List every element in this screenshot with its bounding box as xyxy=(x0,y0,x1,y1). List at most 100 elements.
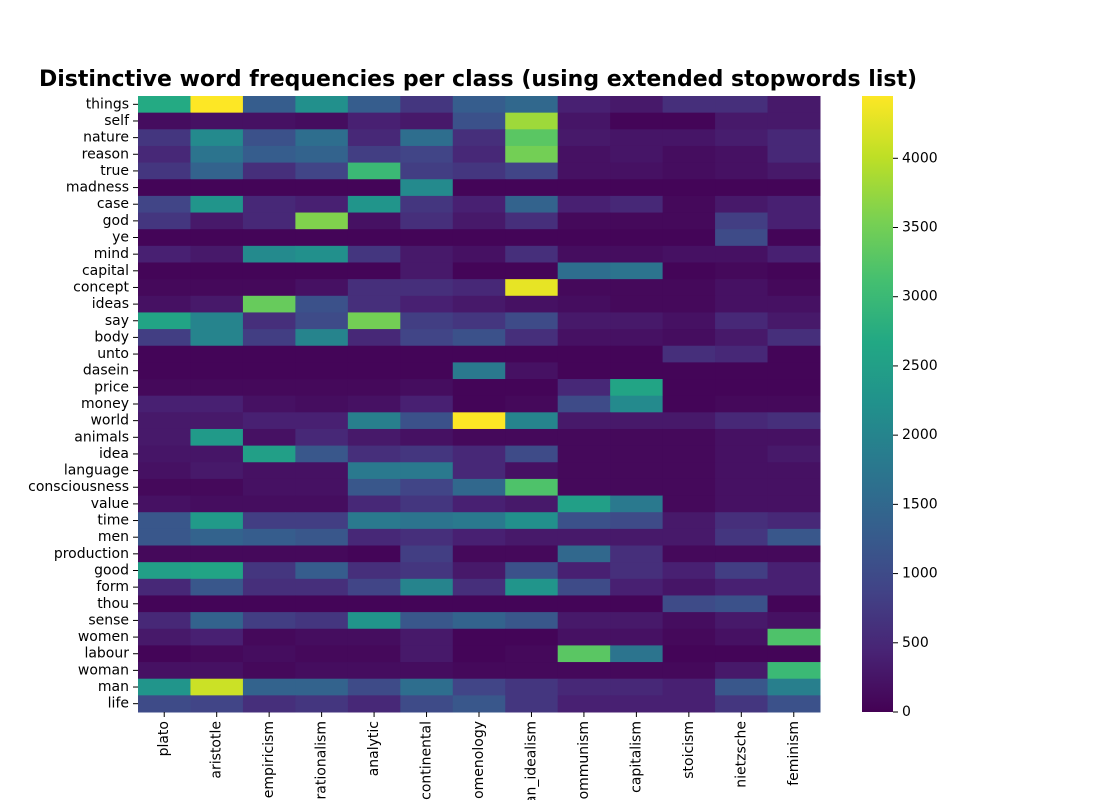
heatmap-cell xyxy=(715,162,769,180)
heatmap-cell xyxy=(295,562,349,580)
heatmap-cell xyxy=(662,179,716,197)
heatmap-cell xyxy=(505,478,559,497)
heatmap-cell xyxy=(557,428,611,447)
heatmap-cell xyxy=(190,362,244,380)
heatmap-cell xyxy=(767,612,821,630)
heatmap-cell xyxy=(138,379,191,397)
heatmap-cell xyxy=(347,645,401,663)
heatmap-cell xyxy=(452,678,506,696)
y-tick-label: money xyxy=(81,396,129,412)
heatmap-cell xyxy=(138,612,191,630)
heatmap-cell xyxy=(610,595,664,613)
heatmap-cell xyxy=(767,428,821,447)
heatmap-cell xyxy=(557,262,611,280)
x-tick-label: aristotle xyxy=(209,721,225,779)
heatmap-cell xyxy=(452,212,506,230)
heatmap-cell xyxy=(452,179,506,197)
heatmap-cell xyxy=(767,412,821,430)
heatmap-cell xyxy=(347,129,401,147)
heatmap-cell xyxy=(138,162,191,180)
heatmap-cell xyxy=(242,395,296,413)
heatmap-cell xyxy=(242,695,296,713)
heatmap-cell xyxy=(767,145,821,164)
heatmap-cell xyxy=(610,478,664,497)
heatmap-cell xyxy=(452,395,506,413)
heatmap-cell xyxy=(242,245,296,263)
heatmap-cell xyxy=(557,495,611,513)
heatmap-cell xyxy=(400,112,454,130)
heatmap-cell xyxy=(242,612,296,630)
heatmap-cell xyxy=(190,262,244,280)
heatmap-cell xyxy=(715,96,769,114)
heatmap-cell xyxy=(138,528,191,547)
colorbar-tick-label: 3000 xyxy=(902,289,938,305)
heatmap-cell xyxy=(400,695,454,713)
heatmap-cell xyxy=(138,445,191,463)
heatmap-cell xyxy=(715,129,769,147)
heatmap-cell xyxy=(452,495,506,513)
heatmap-cell xyxy=(295,329,349,347)
heatmap-cell xyxy=(347,312,401,330)
heatmap-cell xyxy=(452,312,506,330)
heatmap-cell xyxy=(347,445,401,463)
heatmap-cell xyxy=(138,345,191,363)
heatmap-cell xyxy=(715,462,769,480)
heatmap-cell xyxy=(505,612,559,630)
heatmap-cell xyxy=(767,678,821,696)
heatmap-cell xyxy=(610,428,664,447)
heatmap-cell xyxy=(190,145,244,164)
heatmap-cell xyxy=(610,262,664,280)
heatmap-cell xyxy=(347,229,401,247)
heatmap-cell xyxy=(662,245,716,263)
heatmap-cell xyxy=(347,96,401,114)
heatmap-cell xyxy=(767,162,821,180)
heatmap-cell xyxy=(190,662,244,680)
heatmap-cell xyxy=(767,295,821,313)
heatmap-cell xyxy=(347,528,401,547)
y-tick-label: labour xyxy=(84,646,129,662)
x-tick-label: stoicism xyxy=(681,721,697,779)
heatmap-cell xyxy=(452,262,506,280)
heatmap-cell xyxy=(767,628,821,646)
heatmap-cell xyxy=(347,495,401,513)
heatmap-cell xyxy=(610,195,664,214)
heatmap-cell xyxy=(505,562,559,580)
y-tick-label: thou xyxy=(97,596,129,612)
y-tick-label: language xyxy=(64,463,129,479)
heatmap-cell xyxy=(767,445,821,463)
heatmap-cell xyxy=(400,678,454,696)
heatmap-cell xyxy=(347,612,401,630)
heatmap-cell xyxy=(400,279,454,297)
heatmap-cell xyxy=(505,179,559,197)
heatmap-cell xyxy=(295,678,349,696)
heatmap-cell xyxy=(715,545,769,563)
heatmap-cell xyxy=(295,612,349,630)
heatmap-cell xyxy=(662,312,716,330)
heatmap-cell xyxy=(767,279,821,297)
y-tick-label: self xyxy=(104,113,130,129)
y-tick-label: animals xyxy=(74,429,129,445)
heatmap-cell xyxy=(610,145,664,164)
heatmap-cell xyxy=(452,578,506,596)
heatmap-cell xyxy=(767,312,821,330)
heatmap-cell xyxy=(190,512,244,530)
heatmap-cell xyxy=(400,295,454,313)
y-tick-label: form xyxy=(96,579,129,595)
heatmap-cell xyxy=(662,562,716,580)
heatmap-cell xyxy=(715,628,769,646)
heatmap-cell xyxy=(610,695,664,713)
y-tick-label: man xyxy=(98,679,129,695)
heatmap-cell xyxy=(662,445,716,463)
y-tick-label: case xyxy=(97,196,129,212)
heatmap-cell xyxy=(715,262,769,280)
x-tick-label: empiricism xyxy=(261,721,277,798)
heatmap-cell xyxy=(138,462,191,480)
heatmap-cell xyxy=(505,628,559,646)
heatmap-cell xyxy=(295,262,349,280)
heatmap-cell xyxy=(138,395,191,413)
heatmap-cell xyxy=(190,395,244,413)
heatmap-cell xyxy=(715,295,769,313)
heatmap-cell xyxy=(295,628,349,646)
heatmap-cell xyxy=(715,645,769,663)
